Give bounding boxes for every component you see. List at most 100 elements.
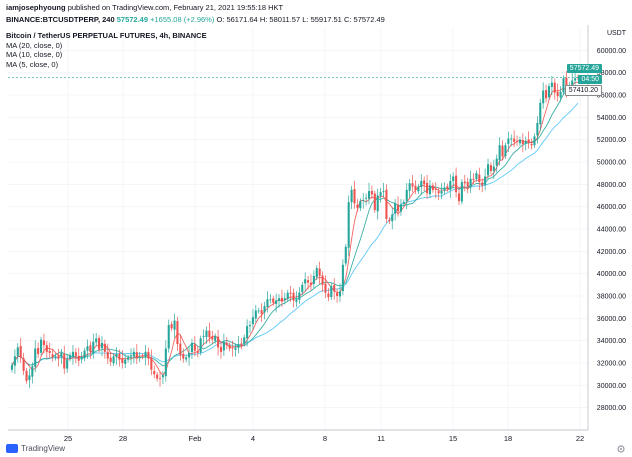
legend-ma10[interactable]: MA (10, close, 0) — [6, 50, 63, 59]
candle-body — [158, 378, 162, 379]
tradingview-icon — [6, 444, 18, 453]
candle-body — [208, 330, 211, 338]
candle-body — [524, 140, 527, 144]
candle-body — [63, 353, 66, 369]
x-tick-label: 4 — [251, 434, 255, 443]
candle-body — [347, 202, 350, 248]
candle-body — [263, 306, 266, 313]
candle-body — [304, 279, 307, 284]
candle-body — [135, 352, 138, 359]
candle-body — [414, 185, 417, 190]
candle-body — [484, 176, 487, 186]
candle-body — [34, 348, 37, 367]
candle-body — [112, 356, 115, 364]
candle-body — [286, 292, 289, 300]
candle-body — [379, 192, 382, 196]
candle-body — [350, 189, 353, 203]
candle-body — [275, 300, 278, 305]
candle-body — [214, 336, 217, 341]
candle-body — [388, 219, 391, 222]
symbol-header: BINANCE:BTCUSDTPERP, 240 57572.49 +1655.… — [6, 15, 385, 24]
legend-ma5[interactable]: MA (5, close, 0) — [6, 59, 59, 69]
brand-text: TradingView — [21, 444, 66, 453]
gear-icon[interactable] — [616, 444, 626, 454]
candle-body — [147, 351, 150, 359]
candle-body — [164, 348, 167, 377]
candle-body — [150, 357, 153, 370]
candle-body — [396, 204, 400, 212]
candle-body — [260, 310, 263, 314]
candle-body — [100, 342, 104, 349]
candle-body — [202, 336, 205, 338]
candle-body — [536, 122, 539, 136]
candle-body — [106, 351, 109, 359]
candle-body — [89, 345, 92, 352]
candle-body — [153, 371, 156, 375]
candle-body — [475, 173, 478, 179]
candle-body — [385, 189, 388, 219]
candle-body — [156, 374, 159, 379]
x-tick-label: Feb — [189, 434, 202, 443]
candle-body — [576, 77, 580, 79]
candle-body — [545, 90, 548, 99]
low-value: L: 55917.51 — [302, 15, 342, 24]
candle-body — [547, 86, 551, 98]
candle-body — [132, 351, 135, 357]
candle-body — [144, 351, 147, 358]
author-name[interactable]: iamjosephyoung — [6, 3, 66, 12]
candle-body — [565, 77, 568, 90]
ma-price-label: 57410.20 — [564, 85, 602, 96]
candle-body — [492, 166, 495, 171]
tradingview-logo[interactable]: TradingView — [6, 444, 65, 453]
candle-body — [217, 336, 220, 348]
candle-body — [530, 143, 533, 146]
candle-body — [367, 191, 371, 199]
candle-body — [553, 82, 556, 93]
candle-body — [37, 348, 40, 355]
candle-body — [243, 337, 246, 344]
y-tick-label: 58000.00 — [597, 70, 626, 77]
candle-body — [446, 186, 449, 189]
candle-body — [344, 246, 347, 264]
x-tick-label: 11 — [377, 434, 385, 443]
candle-body — [231, 347, 234, 349]
legend-title: Bitcoin / TetherUS PERPETUAL FUTURES, 4h… — [6, 31, 207, 40]
legend-ma20[interactable]: MA (20, close, 0) — [6, 40, 63, 50]
candle-body — [248, 325, 252, 327]
candle-body — [376, 195, 379, 212]
candle-body — [225, 342, 228, 346]
candle-body — [121, 358, 124, 363]
candle-body — [452, 176, 455, 181]
open-value: O: 56171.64 — [216, 15, 258, 24]
candle-body — [161, 375, 164, 378]
candle-body — [92, 341, 95, 354]
candle-body — [336, 292, 339, 296]
candle-body — [179, 343, 182, 356]
x-tick-label: 28 — [119, 434, 127, 443]
candle-body — [219, 346, 223, 352]
candle-body — [370, 191, 373, 195]
candle-body — [513, 138, 516, 142]
candle-body — [13, 356, 16, 366]
candle-body — [455, 175, 458, 193]
candlestick-series — [10, 70, 580, 389]
candle-body — [95, 338, 98, 343]
y-tick-label: 52000.00 — [597, 137, 626, 144]
candle-body — [434, 189, 437, 190]
candle-body — [254, 310, 257, 319]
candle-body — [356, 204, 359, 208]
close-value: C: 57572.49 — [343, 15, 385, 24]
candle-body — [98, 337, 101, 350]
candle-body — [417, 186, 420, 192]
candle-body — [266, 299, 269, 307]
candle-body — [481, 182, 484, 186]
candle-body — [443, 187, 446, 191]
candle-body — [167, 325, 170, 349]
candle-body — [22, 358, 25, 371]
candle-body — [469, 178, 472, 188]
candle-body — [280, 297, 283, 302]
candle-body — [54, 356, 57, 358]
candle-body — [298, 292, 301, 300]
candle-body — [170, 324, 173, 329]
